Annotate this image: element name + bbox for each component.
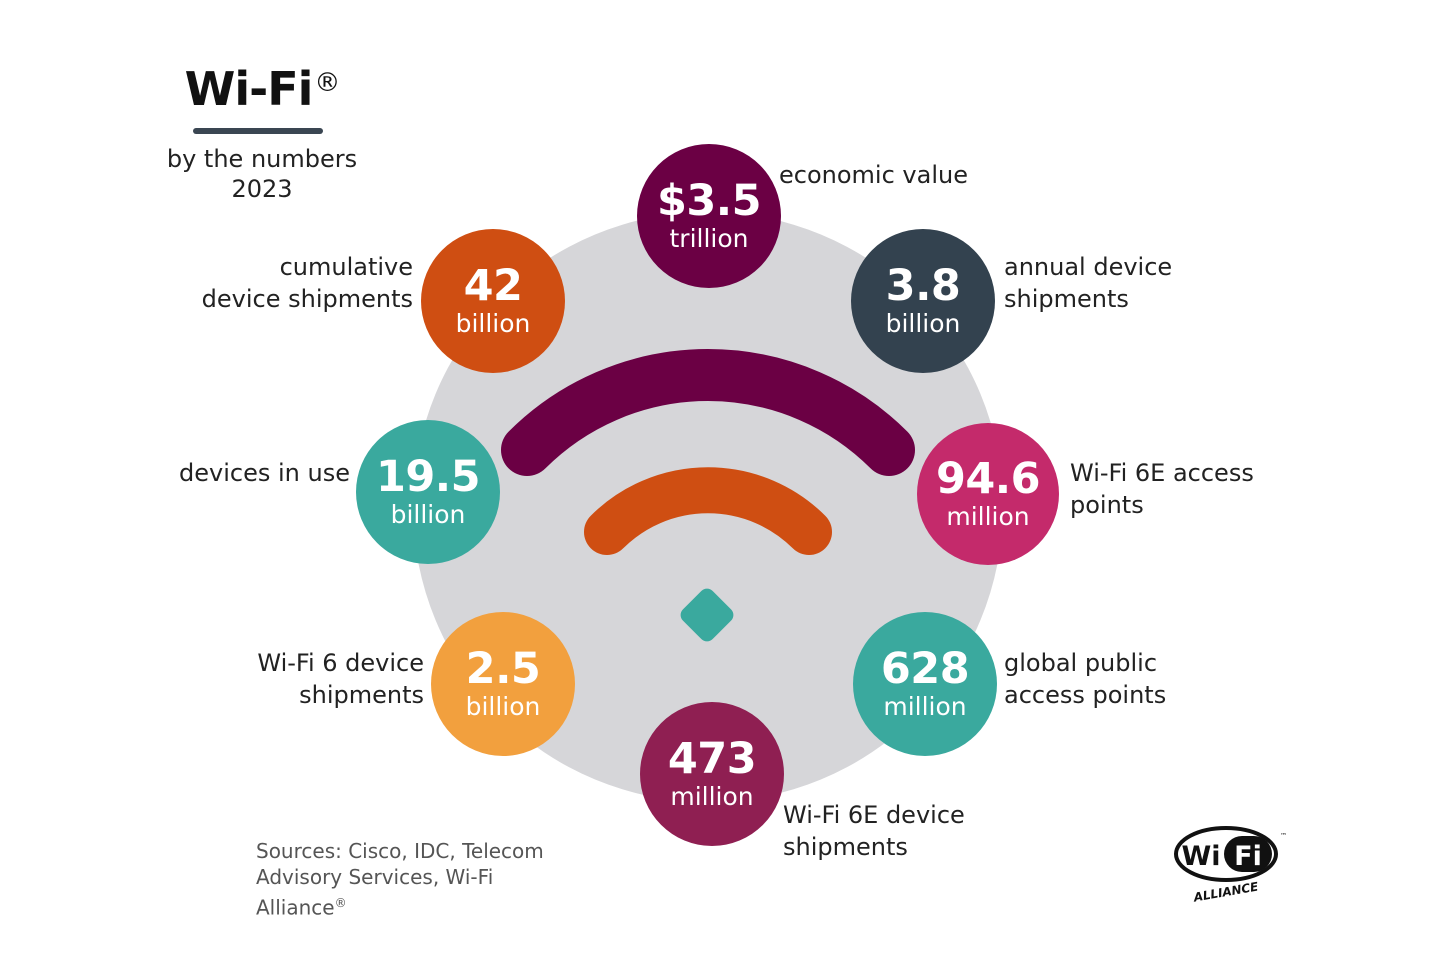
stat-value: 628 [880, 644, 970, 694]
title-underline [193, 128, 323, 134]
label-line: shipments [299, 681, 424, 709]
wifi-inner-arc [584, 467, 832, 555]
logo-alliance-text: ALLIANCE [1192, 879, 1261, 904]
title-text: Wi-Fi [184, 62, 314, 116]
stat-value: $3.5 [656, 176, 762, 226]
stat-value: 42 [463, 261, 523, 311]
logo-wi-text: Wi [1181, 841, 1220, 872]
label-line: cumulative [279, 253, 413, 281]
sources-note: Sources: Cisco, IDC, Telecom Advisory Se… [256, 838, 586, 921]
wifi-dot [680, 588, 734, 642]
stat-global-public-access-points: 628 million [853, 612, 997, 756]
label-annual-device-shipments: annual device shipments [1004, 251, 1172, 315]
stat-unit: billion [455, 309, 531, 338]
label-line: economic value [779, 161, 968, 189]
wifi-outer-arc [501, 349, 915, 476]
registered-mark: ® [334, 896, 347, 910]
stat-unit: billion [465, 692, 541, 721]
page-subtitle: by the numbers 2023 [130, 144, 394, 204]
stat-unit: trillion [669, 224, 749, 253]
label-economic-value: economic value [779, 159, 968, 191]
label-cumulative-device-shipments: cumulative device shipments [202, 251, 413, 315]
label-wifi-6-device-shipments: Wi-Fi 6 device shipments [257, 647, 424, 711]
sources-line-2: Advisory Services, Wi-Fi Alliance [256, 865, 494, 920]
stat-annual-device-shipments: 3.8 billion [851, 229, 995, 373]
label-line: Wi-Fi 6 device [257, 649, 424, 677]
stat-unit: billion [885, 309, 961, 338]
stat-value: 3.8 [885, 261, 961, 311]
label-line: devices in use [179, 459, 350, 487]
label-line: annual device [1004, 253, 1173, 281]
logo-tm-mark: ™ [1280, 832, 1287, 840]
label-wifi-6e-device-shipments: Wi-Fi 6E device shipments [783, 799, 965, 863]
label-line: access points [1004, 681, 1167, 709]
sources-line-1: Sources: Cisco, IDC, Telecom [256, 839, 544, 863]
logo-fi-text: Fi [1234, 841, 1262, 872]
label-line: points [1070, 491, 1144, 519]
stat-wifi-6e-access-points: 94.6 million [917, 423, 1059, 565]
label-line: shipments [783, 833, 908, 861]
stat-unit: million [670, 782, 754, 811]
label-devices-in-use: devices in use [179, 457, 350, 489]
subtitle-line-1: by the numbers [166, 145, 358, 173]
label-line: Wi-Fi 6E device [783, 801, 965, 829]
label-line: Wi-Fi 6E access [1070, 459, 1254, 487]
label-wifi-6e-access-points: Wi-Fi 6E access points [1070, 457, 1254, 521]
label-line: shipments [1004, 285, 1129, 313]
stat-economic-value: $3.5 trillion [637, 144, 781, 288]
stat-value: 2.5 [465, 644, 541, 694]
wifi-alliance-logo: Wi Fi ™ ALLIANCE [1174, 826, 1287, 905]
page-title: Wi-Fi® [150, 62, 374, 116]
stat-unit: million [946, 502, 1030, 531]
stat-unit: million [883, 692, 967, 721]
subtitle-year: 2023 [231, 175, 293, 203]
stat-devices-in-use: 19.5 billion [356, 420, 500, 564]
stat-value: 473 [667, 734, 757, 784]
stat-unit: billion [390, 500, 466, 529]
registered-mark: ® [314, 68, 340, 98]
stat-value: 19.5 [375, 452, 481, 502]
label-global-public-access-points: global public access points [1004, 647, 1166, 711]
stat-cumulative-device-shipments: 42 billion [421, 229, 565, 373]
stat-wifi-6e-device-shipments: 473 million [640, 702, 784, 846]
label-line: global public [1004, 649, 1158, 677]
label-line: device shipments [201, 285, 413, 313]
stat-value: 94.6 [935, 454, 1041, 504]
stat-wifi-6-device-shipments: 2.5 billion [431, 612, 575, 756]
